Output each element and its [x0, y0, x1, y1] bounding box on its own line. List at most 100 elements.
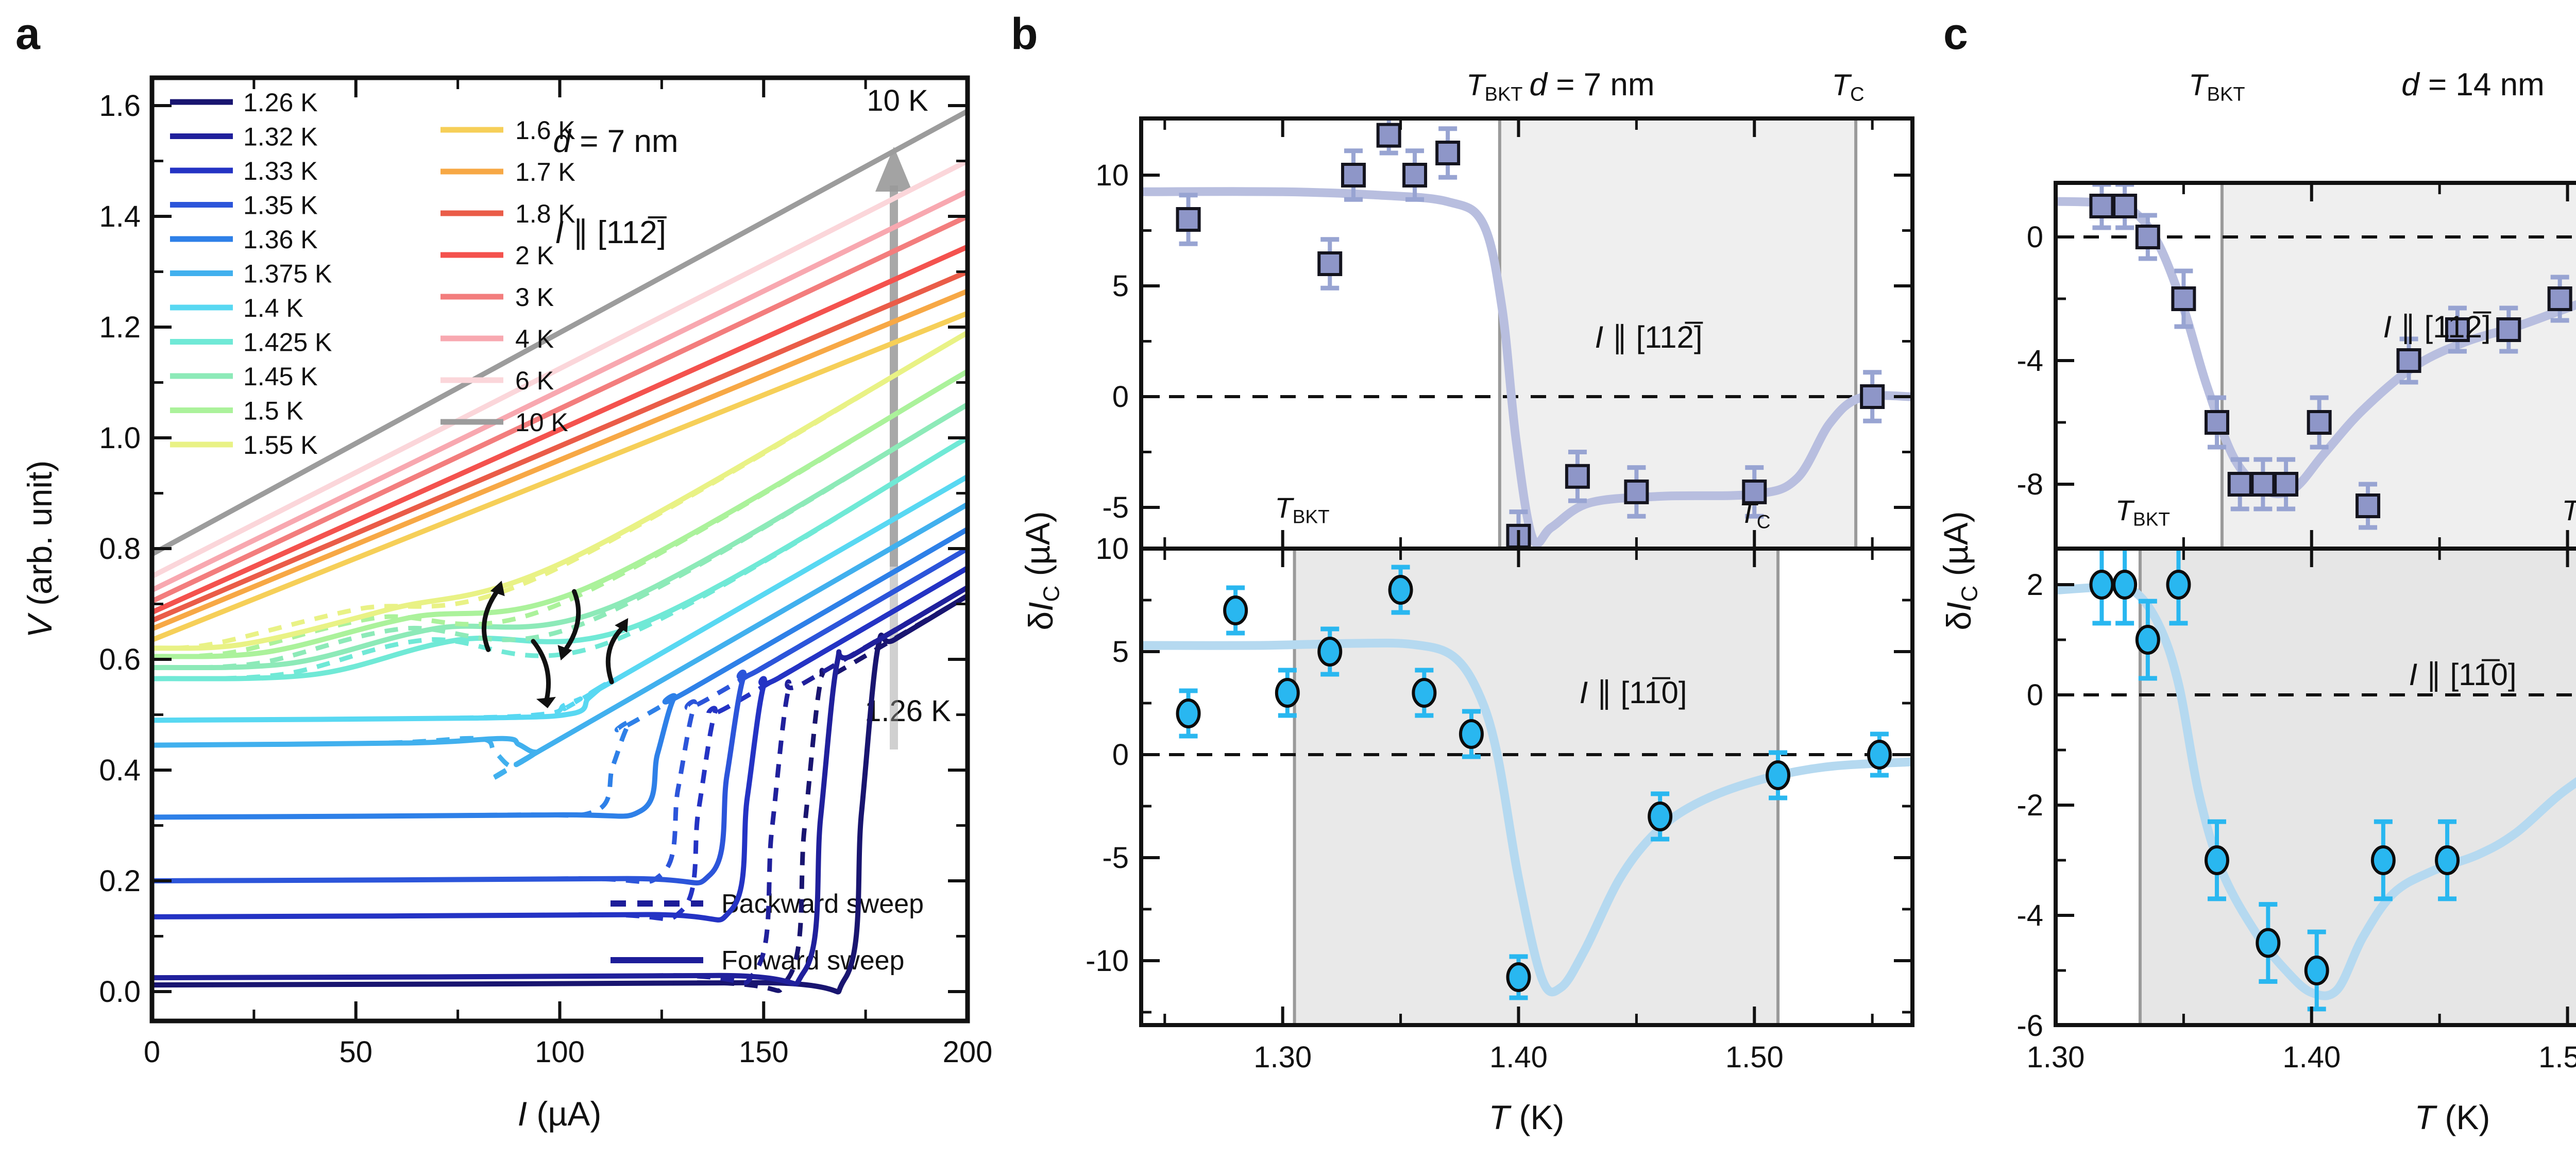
legend-entry: 1.36 K — [170, 225, 318, 254]
legend-temp-label: 1.36 K — [243, 225, 318, 254]
y-tick-label: 1.4 — [99, 200, 141, 233]
iv-curve-forward-4K — [152, 189, 968, 593]
rich-label-part: ∥ [112̅] — [564, 215, 667, 250]
data-point — [2496, 305, 2521, 354]
panel-c: c 0-4-820-2-4-61.301.401.501.60T (K)δIC … — [1937, 9, 2576, 1136]
y-tick-label: 0 — [2027, 220, 2043, 254]
data-point — [2112, 183, 2138, 230]
rich-label-part: T — [1739, 497, 1759, 529]
rich-label-part: ∥ [11̅0] — [2417, 657, 2516, 692]
hysteresis-arrow-curve — [531, 639, 551, 703]
t-bkt-header-label: TBKT — [1466, 69, 1522, 106]
y-tick-label: 5 — [1112, 269, 1129, 303]
data-point — [2171, 268, 2196, 329]
temperature-arrow-head-icon — [875, 147, 912, 192]
hysteresis-arrow — [531, 639, 556, 708]
t-bkt-inner-label: TBKT — [1275, 491, 1329, 527]
circle-marker — [1388, 575, 1413, 605]
y-tick-label: 0 — [1112, 738, 1129, 772]
rich-label-part: (µA) — [1937, 511, 1975, 585]
x-axis-label: T (K) — [1489, 1098, 1565, 1136]
iv-curve-backward-1.55K — [152, 330, 968, 651]
legend-temp-label: 4 K — [515, 325, 554, 353]
x-tick-label: 150 — [739, 1035, 789, 1069]
circle-marker — [1223, 595, 1248, 625]
arrow-bottom-label: 1.26 K — [865, 694, 951, 728]
fit-curve — [1141, 638, 1912, 997]
hysteresis-arrow — [605, 618, 629, 685]
data-point — [1176, 688, 1201, 739]
legend-temp-label: 3 K — [515, 283, 554, 312]
x-tick-label: 1.30 — [2027, 1041, 2085, 1074]
rich-label-part: T — [2115, 494, 2135, 526]
hysteresis-arrow-curve — [561, 589, 581, 656]
hysteresis-arrow — [557, 589, 581, 661]
rich-label-part: d — [553, 124, 572, 159]
hysteresis-arrow-curve — [605, 623, 628, 685]
data-point — [2112, 549, 2138, 626]
rich-label-part: C — [1957, 586, 1982, 602]
y-tick-label: -2 — [2016, 789, 2043, 822]
data-point — [1435, 126, 1461, 180]
y-tick-label: 0.2 — [99, 864, 141, 898]
legend-entry: 1.26 K — [170, 88, 318, 117]
legend-temp-label: 1.32 K — [243, 123, 318, 151]
sample-thickness-label: d = 7 nm — [1530, 67, 1655, 103]
data-point — [1648, 791, 1673, 842]
y-tick-label: -6 — [2016, 1009, 2043, 1043]
data-point — [1388, 565, 1413, 615]
data-point — [1565, 450, 1590, 503]
data-point — [1376, 118, 1401, 156]
data-point — [1317, 626, 1343, 677]
rich-label-part: T — [2562, 494, 2576, 526]
legend-entry: 1.32 K — [170, 123, 318, 151]
legend-entry: 1.8 K — [440, 199, 575, 228]
legend-temp-label: 1.7 K — [515, 158, 575, 186]
square-marker — [1341, 163, 1366, 188]
legend-entry: 1.7 K — [440, 158, 575, 186]
panel-b-letter: b — [1011, 9, 1038, 59]
square-marker — [1376, 123, 1401, 148]
rich-label-part: I — [2409, 657, 2417, 692]
legend-entry: 1.6 K — [440, 116, 575, 145]
rich-label-part: C — [1039, 586, 1064, 602]
square-marker — [2274, 472, 2299, 497]
y-axis-label: δIC (µA) — [1937, 511, 1982, 630]
rich-label-part: I — [1940, 602, 1978, 611]
rich-label-part: (arb. unit) — [21, 461, 59, 616]
current-direction-label: I ∥ [11̅0] — [2409, 657, 2516, 692]
data-point — [2089, 549, 2114, 626]
y-axis-label: δIC (µA) — [1019, 511, 1064, 630]
current-direction-label: I ∥ [112̅] — [1595, 320, 1703, 354]
iv-curve-forward-10K — [152, 108, 968, 557]
legend-temp-label: 1.45 K — [243, 362, 318, 391]
legend-temp-label: 1.26 K — [243, 88, 318, 117]
y-tick-label: 1.2 — [99, 311, 141, 344]
rich-label-part: d — [2401, 67, 2420, 103]
data-point — [2089, 183, 2114, 230]
iv-curve-backward-1.45K — [152, 402, 968, 670]
circle-marker — [1275, 678, 1300, 708]
circle-marker — [2089, 570, 2114, 600]
sample-thickness-label: d = 14 nm — [2401, 67, 2544, 103]
square-marker — [2112, 194, 2138, 218]
panel-a: a 10 K 1.26 K Backward sweep Forward swe… — [15, 9, 992, 1133]
rich-label-part: T — [1489, 1098, 1512, 1136]
y-tick-label: 0.6 — [99, 643, 141, 676]
iv-curve-forward-1.8K — [152, 269, 968, 623]
rich-label-part: T — [1275, 491, 1294, 524]
hysteresis-arrow-head-icon — [536, 696, 556, 708]
arrow-top-label: 10 K — [867, 84, 928, 117]
data-point — [2307, 395, 2332, 450]
data-point — [1317, 237, 1343, 291]
current-direction-label: I ∥ [112̅] — [2383, 310, 2491, 344]
hysteresis-arrow-curve — [481, 585, 502, 652]
y-tick-label: 0.8 — [99, 532, 141, 566]
iv-curve-backward-1.36K — [152, 527, 968, 820]
legend-entry: 1.45 K — [170, 362, 318, 391]
legend-temp-label: 1.55 K — [243, 431, 318, 459]
data-point — [2547, 275, 2572, 323]
x-tick-label: 1.50 — [2538, 1041, 2576, 1074]
current-direction-label: I ∥ [11̅0] — [1579, 675, 1687, 710]
square-marker — [2204, 410, 2229, 435]
